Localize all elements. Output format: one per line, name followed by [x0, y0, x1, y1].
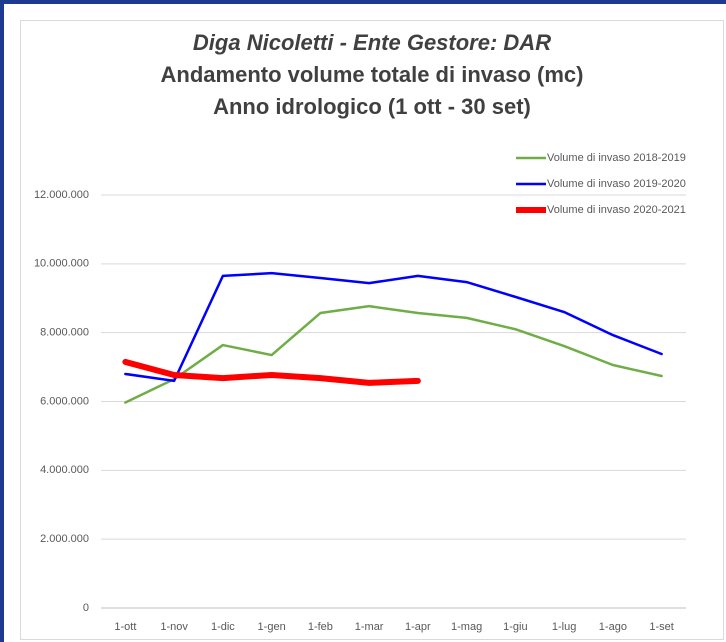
chart-border	[20, 20, 724, 640]
x-tick-label: 1-nov	[160, 621, 188, 633]
y-tick-label: 0	[83, 602, 89, 614]
x-tick-label: 1-gen	[258, 621, 286, 633]
series-line	[122, 358, 421, 386]
y-tick-label: 8.000.000	[40, 327, 89, 339]
x-tick-label: 1-set	[649, 621, 673, 633]
y-tick-label: 6.000.000	[40, 395, 89, 407]
chart-subtitle: Anno idrologico (1 ott - 30 set)	[213, 94, 531, 119]
y-tick-label: 2.000.000	[40, 533, 89, 545]
series-line	[124, 271, 663, 383]
legend-label: Volume di invaso 2018-2019	[547, 152, 686, 164]
x-tick-label: 1-giu	[503, 621, 527, 633]
chart-subtitle: Andamento volume totale di invaso (mc)	[161, 62, 584, 87]
legend-label: Volume di invaso 2019-2020	[547, 178, 686, 190]
y-tick-label: 4.000.000	[40, 464, 89, 476]
y-tick-label: 10.000.000	[34, 258, 89, 270]
chart-title: Diga Nicoletti - Ente Gestore: DAR	[193, 30, 551, 55]
x-tick-label: 1-dic	[211, 621, 235, 633]
legend-label: Volume di invaso 2020-2021	[547, 204, 686, 216]
x-tick-label: 1-mag	[451, 621, 482, 633]
series-line	[124, 304, 663, 404]
x-tick-label: 1-ago	[599, 621, 627, 633]
x-tick-label: 1-lug	[552, 621, 576, 633]
x-tick-label: 1-apr	[405, 621, 431, 633]
x-tick-label: 1-feb	[308, 621, 333, 633]
x-tick-label: 1-ott	[114, 621, 136, 633]
y-tick-label: 12.000.000	[34, 189, 89, 201]
x-tick-label: 1-mar	[355, 621, 384, 633]
